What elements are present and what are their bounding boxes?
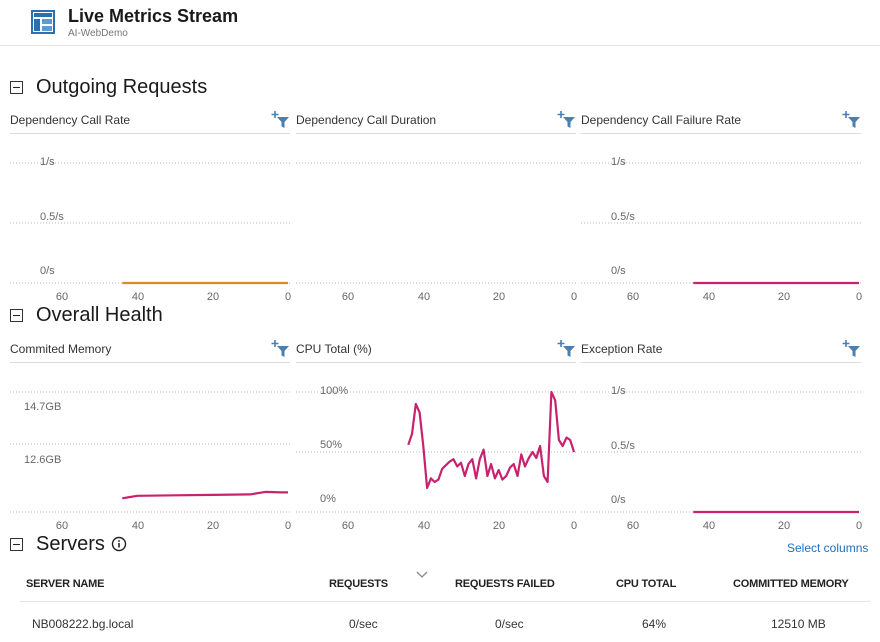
panel-title-dependency-call-duration: Dependency Call Duration: [296, 113, 437, 127]
panel-title-exception-rate: Exception Rate: [581, 342, 663, 356]
select-columns-link[interactable]: Select columns: [787, 541, 869, 555]
section-title-health: Overall Health: [36, 303, 163, 326]
x-tick-label: 60: [627, 291, 639, 303]
series-line-commited-memory: [122, 490, 288, 500]
collapse-health-button[interactable]: [10, 308, 23, 322]
x-tick-label: 20: [207, 291, 219, 303]
x-tick-label: 40: [132, 291, 144, 303]
dashboard-icon: [31, 10, 55, 34]
x-tick-label: 60: [56, 520, 68, 532]
x-tick-label: 0: [571, 291, 577, 303]
panel-title-cpu-total: CPU Total (%): [296, 342, 372, 356]
server-cpu-cell: 64%: [642, 617, 667, 631]
x-tick-label: 20: [207, 520, 219, 532]
section-outgoing: Outgoing Requests: [10, 74, 207, 100]
section-health: Overall Health: [10, 302, 163, 328]
y-tick-label: 14.7GB: [24, 401, 61, 413]
server-name-cell[interactable]: NB008222.bg.local: [32, 617, 134, 631]
add-filter-icon[interactable]: [270, 340, 290, 358]
panel-title-dependency-call-failure-rate: Dependency Call Failure Rate: [581, 113, 742, 127]
x-tick-label: 0: [285, 291, 291, 303]
chart-dependency-call-failure-rate: 1/s 0.5/s 0/s 60 40 20 0: [581, 133, 862, 303]
section-title-servers: Servers: [36, 532, 105, 555]
x-tick-label: 20: [778, 291, 790, 303]
section-title-outgoing: Outgoing Requests: [36, 75, 208, 98]
panel-title-commited-memory: Commited Memory: [10, 342, 112, 356]
chart-dependency-call-duration: 60 40 20 0: [296, 133, 577, 303]
x-tick-label: 60: [627, 520, 639, 532]
x-tick-label: 60: [56, 291, 68, 303]
app-subtitle: AI-WebDemo: [68, 28, 128, 39]
y-tick-label: 0/s: [611, 265, 626, 277]
info-icon[interactable]: [111, 536, 127, 552]
x-tick-label: 0: [571, 520, 577, 532]
add-filter-icon[interactable]: [556, 340, 576, 358]
x-tick-label: 20: [493, 520, 505, 532]
x-tick-label: 20: [493, 291, 505, 303]
collapse-outgoing-button[interactable]: [10, 80, 23, 94]
chevron-down-icon[interactable]: [416, 571, 428, 579]
x-tick-label: 40: [418, 291, 430, 303]
x-tick-label: 0: [285, 520, 291, 532]
col-header-requests-failed[interactable]: REQUESTS FAILED: [455, 578, 555, 590]
x-tick-label: 40: [132, 520, 144, 532]
y-tick-label: 0.5/s: [611, 211, 635, 223]
y-tick-label: 0/s: [40, 265, 55, 277]
y-tick-label: 0.5/s: [40, 211, 64, 223]
add-filter-icon[interactable]: [556, 111, 576, 129]
series-line-cpu-total: [407, 390, 576, 490]
x-tick-label: 40: [703, 520, 715, 532]
chart-cpu-total: 100% 50% 0% 60 40 20 0: [296, 362, 577, 532]
x-tick-label: 60: [342, 520, 354, 532]
add-filter-icon[interactable]: [841, 111, 861, 129]
col-header-cpu-total[interactable]: CPU TOTAL: [616, 578, 677, 590]
table-header-divider: [20, 601, 870, 602]
x-tick-label: 0: [856, 520, 862, 532]
server-memory-cell: 12510 MB: [771, 617, 826, 631]
app-header: Live Metrics Stream AI-WebDemo: [0, 0, 880, 46]
x-tick-label: 60: [342, 291, 354, 303]
add-filter-icon[interactable]: [841, 340, 861, 358]
col-header-server-name[interactable]: SERVER NAME: [26, 578, 105, 590]
panel-title-dependency-call-rate: Dependency Call Rate: [10, 113, 131, 127]
y-tick-label: 100%: [320, 385, 348, 397]
col-header-committed-memory[interactable]: COMMITTED MEMORY: [733, 578, 849, 590]
x-tick-label: 0: [856, 291, 862, 303]
y-tick-label: 12.6GB: [24, 454, 61, 466]
y-tick-label: 0%: [320, 493, 336, 505]
collapse-servers-button[interactable]: [10, 537, 23, 551]
y-tick-label: 1/s: [611, 156, 626, 168]
y-tick-label: 0/s: [611, 494, 626, 506]
y-tick-label: 50%: [320, 439, 342, 451]
chart-commited-memory: 14.7GB 12.6GB 60 40 20 0: [10, 362, 291, 532]
y-tick-label: 1/s: [40, 156, 55, 168]
server-requests-failed-cell: 0/sec: [495, 617, 524, 631]
x-tick-label: 20: [778, 520, 790, 532]
y-tick-label: 0.5/s: [611, 440, 635, 452]
chart-exception-rate: 1/s 0.5/s 0/s 60 40 20 0: [581, 362, 862, 532]
col-header-requests[interactable]: REQUESTS: [329, 578, 388, 590]
section-servers: Servers: [10, 531, 127, 557]
server-requests-cell: 0/sec: [349, 617, 378, 631]
x-tick-label: 40: [418, 520, 430, 532]
app-title: Live Metrics Stream: [68, 6, 239, 26]
y-tick-label: 1/s: [611, 385, 626, 397]
add-filter-icon[interactable]: [270, 111, 290, 129]
chart-dependency-call-rate: 1/s 0.5/s 0/s 60 40 20 0: [10, 133, 291, 303]
x-tick-label: 40: [703, 291, 715, 303]
